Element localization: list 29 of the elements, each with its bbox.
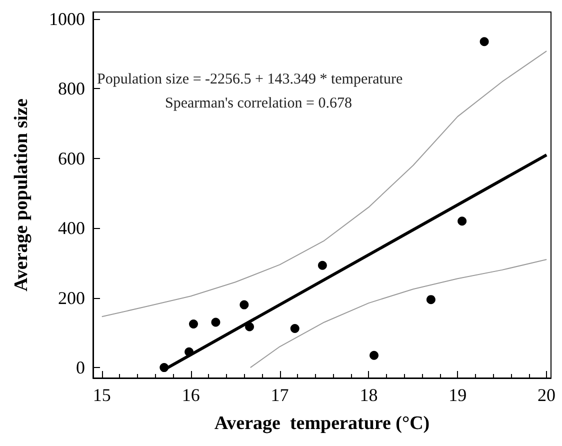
x-tick-label: 15 [92, 385, 111, 405]
point [290, 324, 300, 333]
y-tick-label: 800 [58, 78, 85, 99]
y-tick-label: 1000 [49, 8, 85, 29]
annotation: Spearman's correlation = 0.678 [165, 96, 352, 112]
x-tick-label: 18 [360, 385, 378, 405]
point [184, 347, 194, 356]
x-axis-title: Average temperature (°C) [214, 413, 430, 434]
point [370, 350, 379, 360]
point [426, 295, 436, 304]
y-tick-label: 200 [58, 288, 85, 308]
y-tick-label: 400 [58, 218, 85, 238]
point [458, 216, 467, 226]
point [245, 322, 254, 332]
y-tick-label: 0 [76, 358, 85, 378]
point [240, 300, 249, 310]
point [480, 37, 489, 46]
x-tick-label: 19 [448, 385, 467, 405]
x-tick-label: 20 [538, 385, 556, 405]
x-tick-label: 16 [182, 385, 200, 405]
annotation: Population size = -2256.5 + 143.349 * temperature [97, 72, 403, 88]
point [211, 318, 220, 327]
x-tick-label: 17 [270, 385, 289, 405]
y-tick-label: 600 [58, 148, 85, 168]
point [160, 363, 169, 372]
y-axis-title: Average population size [11, 98, 32, 292]
line-series [250, 258, 548, 368]
point [189, 319, 198, 328]
point [318, 260, 327, 270]
